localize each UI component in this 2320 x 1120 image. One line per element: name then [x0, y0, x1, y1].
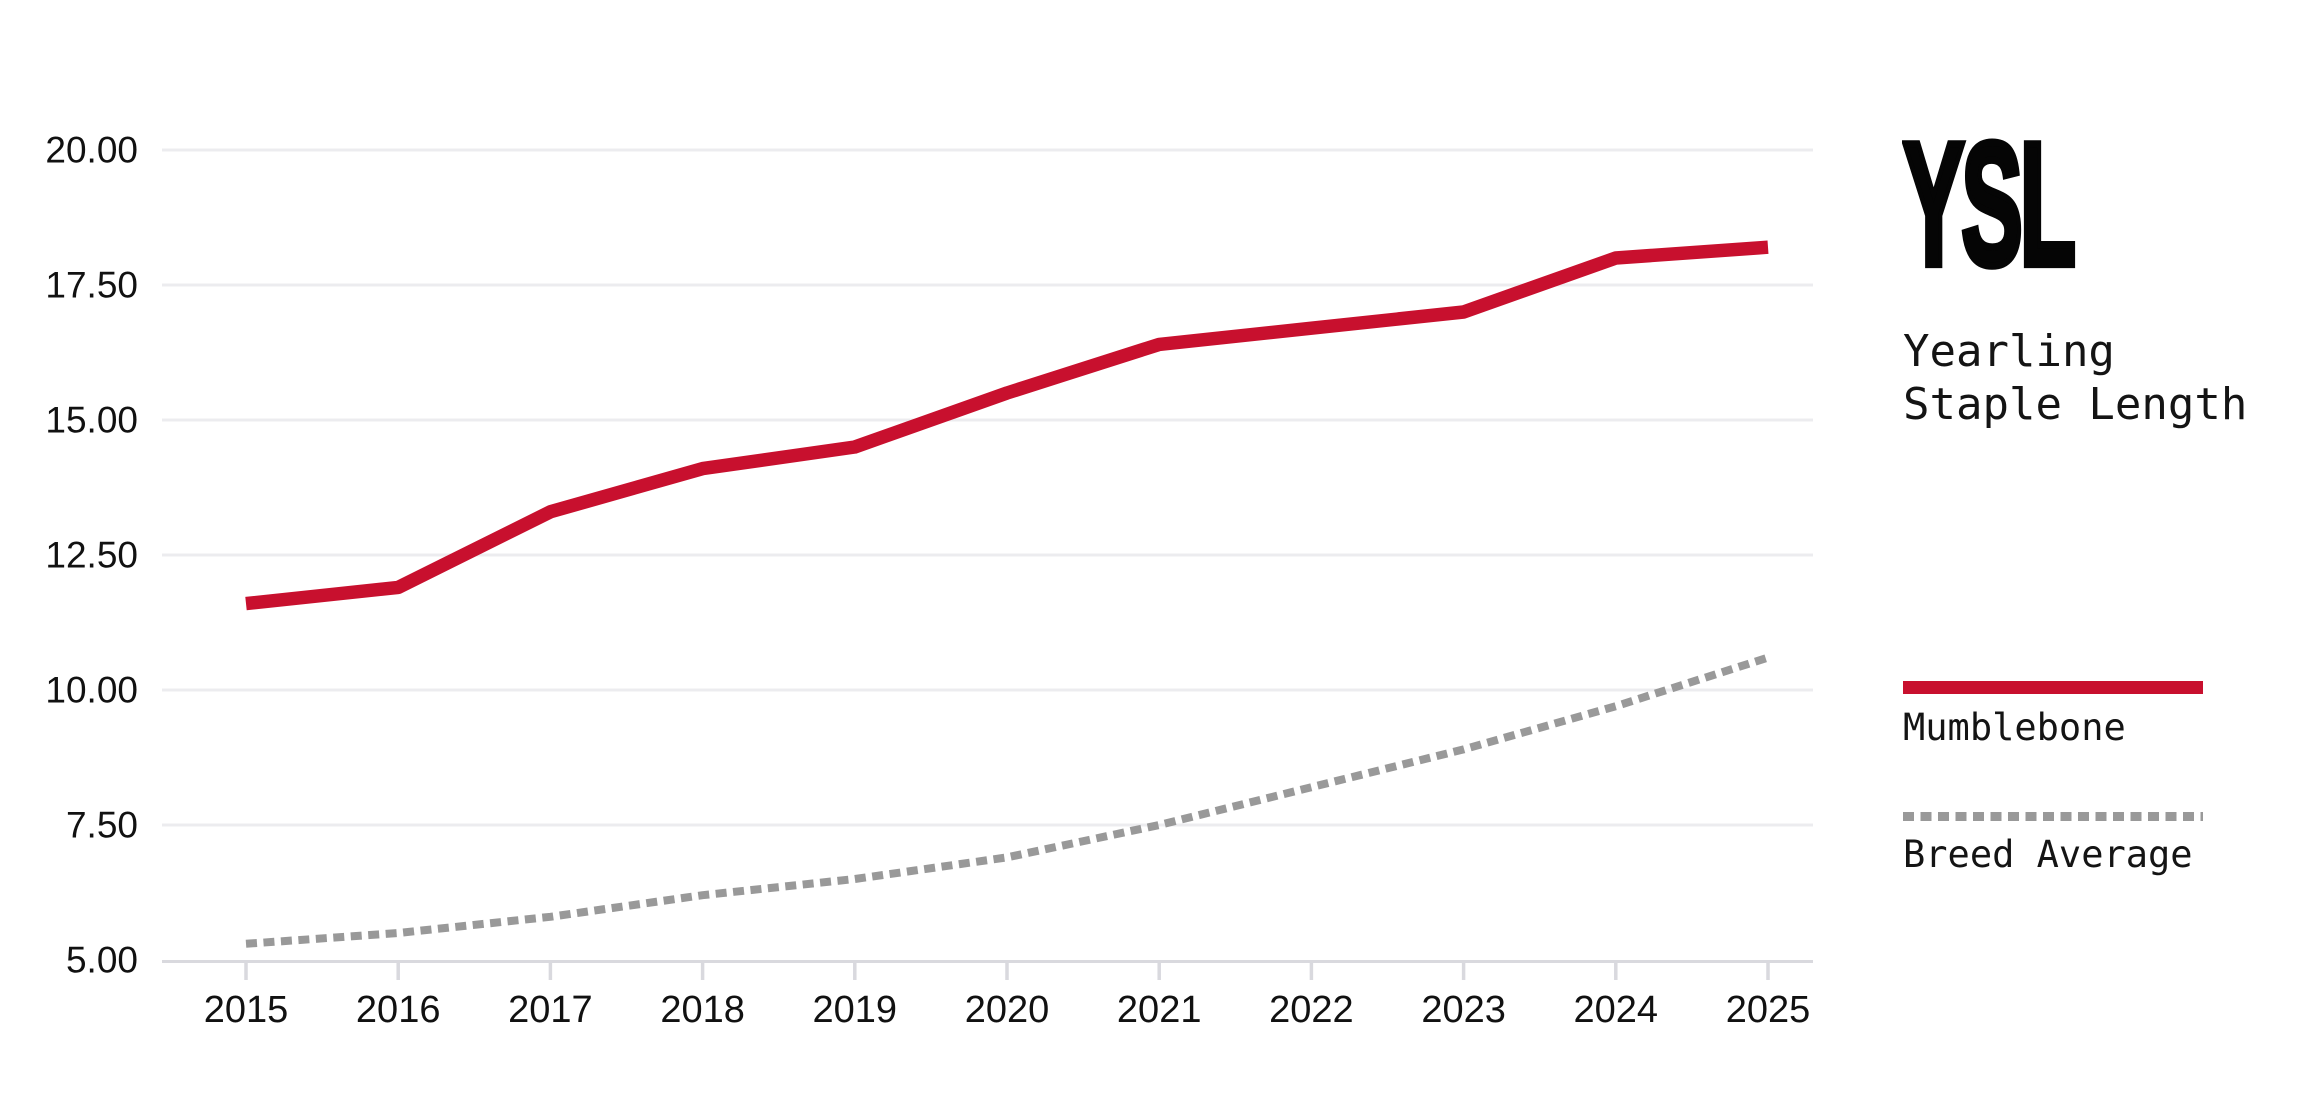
y-axis-tick-label: 10.00 — [45, 670, 138, 711]
breed-average-swatch — [1903, 812, 2203, 821]
x-axis-tick-label: 2018 — [660, 989, 745, 1031]
mumblebone-line — [245, 240, 1769, 611]
mumblebone-label: Mumblebone — [1903, 706, 2126, 749]
chart-title-abbr: YSL — [1901, 108, 2078, 303]
y-axis-tick-label: 7.50 — [66, 805, 138, 846]
y-axis-tick-label: 12.50 — [45, 535, 138, 576]
x-axis-tick-label: 2025 — [1726, 989, 1811, 1031]
breed-average-label: Breed Average — [1903, 833, 2193, 876]
mumblebone-swatch — [1903, 681, 2203, 694]
y-axis-tick-label: 17.50 — [45, 265, 138, 306]
y-axis-tick-label: 5.00 — [66, 940, 138, 981]
breed-average-line — [245, 653, 1770, 948]
subtitle-line-2: Staple Length — [1903, 378, 2248, 430]
subtitle-line-1: Yearling — [1903, 326, 2115, 377]
y-axis-tick-label: 20.00 — [45, 130, 138, 171]
y-axis-tick-label: 15.00 — [45, 400, 138, 441]
x-axis-tick-label: 2021 — [1117, 989, 1202, 1031]
legend-item-breed-average: Breed Average — [1903, 812, 2223, 876]
x-axis-tick-label: 2022 — [1269, 989, 1354, 1031]
x-axis-tick-label: 2024 — [1574, 989, 1659, 1031]
x-axis-tick-label: 2015 — [204, 989, 289, 1031]
x-axis-tick-label: 2017 — [508, 989, 593, 1031]
x-axis-tick-label: 2019 — [813, 989, 898, 1031]
x-axis-tick-label: 2016 — [356, 989, 441, 1031]
legend-item-mumblebone: Mumblebone — [1903, 681, 2223, 749]
x-axis-tick-label: 2023 — [1421, 989, 1506, 1031]
x-axis-tick-label: 2020 — [965, 989, 1050, 1031]
chart-subtitle: Yearling Staple Length — [1903, 326, 2247, 432]
right-panel: YSL Yearling Staple Length Mumblebone Br… — [1901, 0, 2320, 1120]
legend: Mumblebone Breed Average — [1903, 0, 2320, 1120]
